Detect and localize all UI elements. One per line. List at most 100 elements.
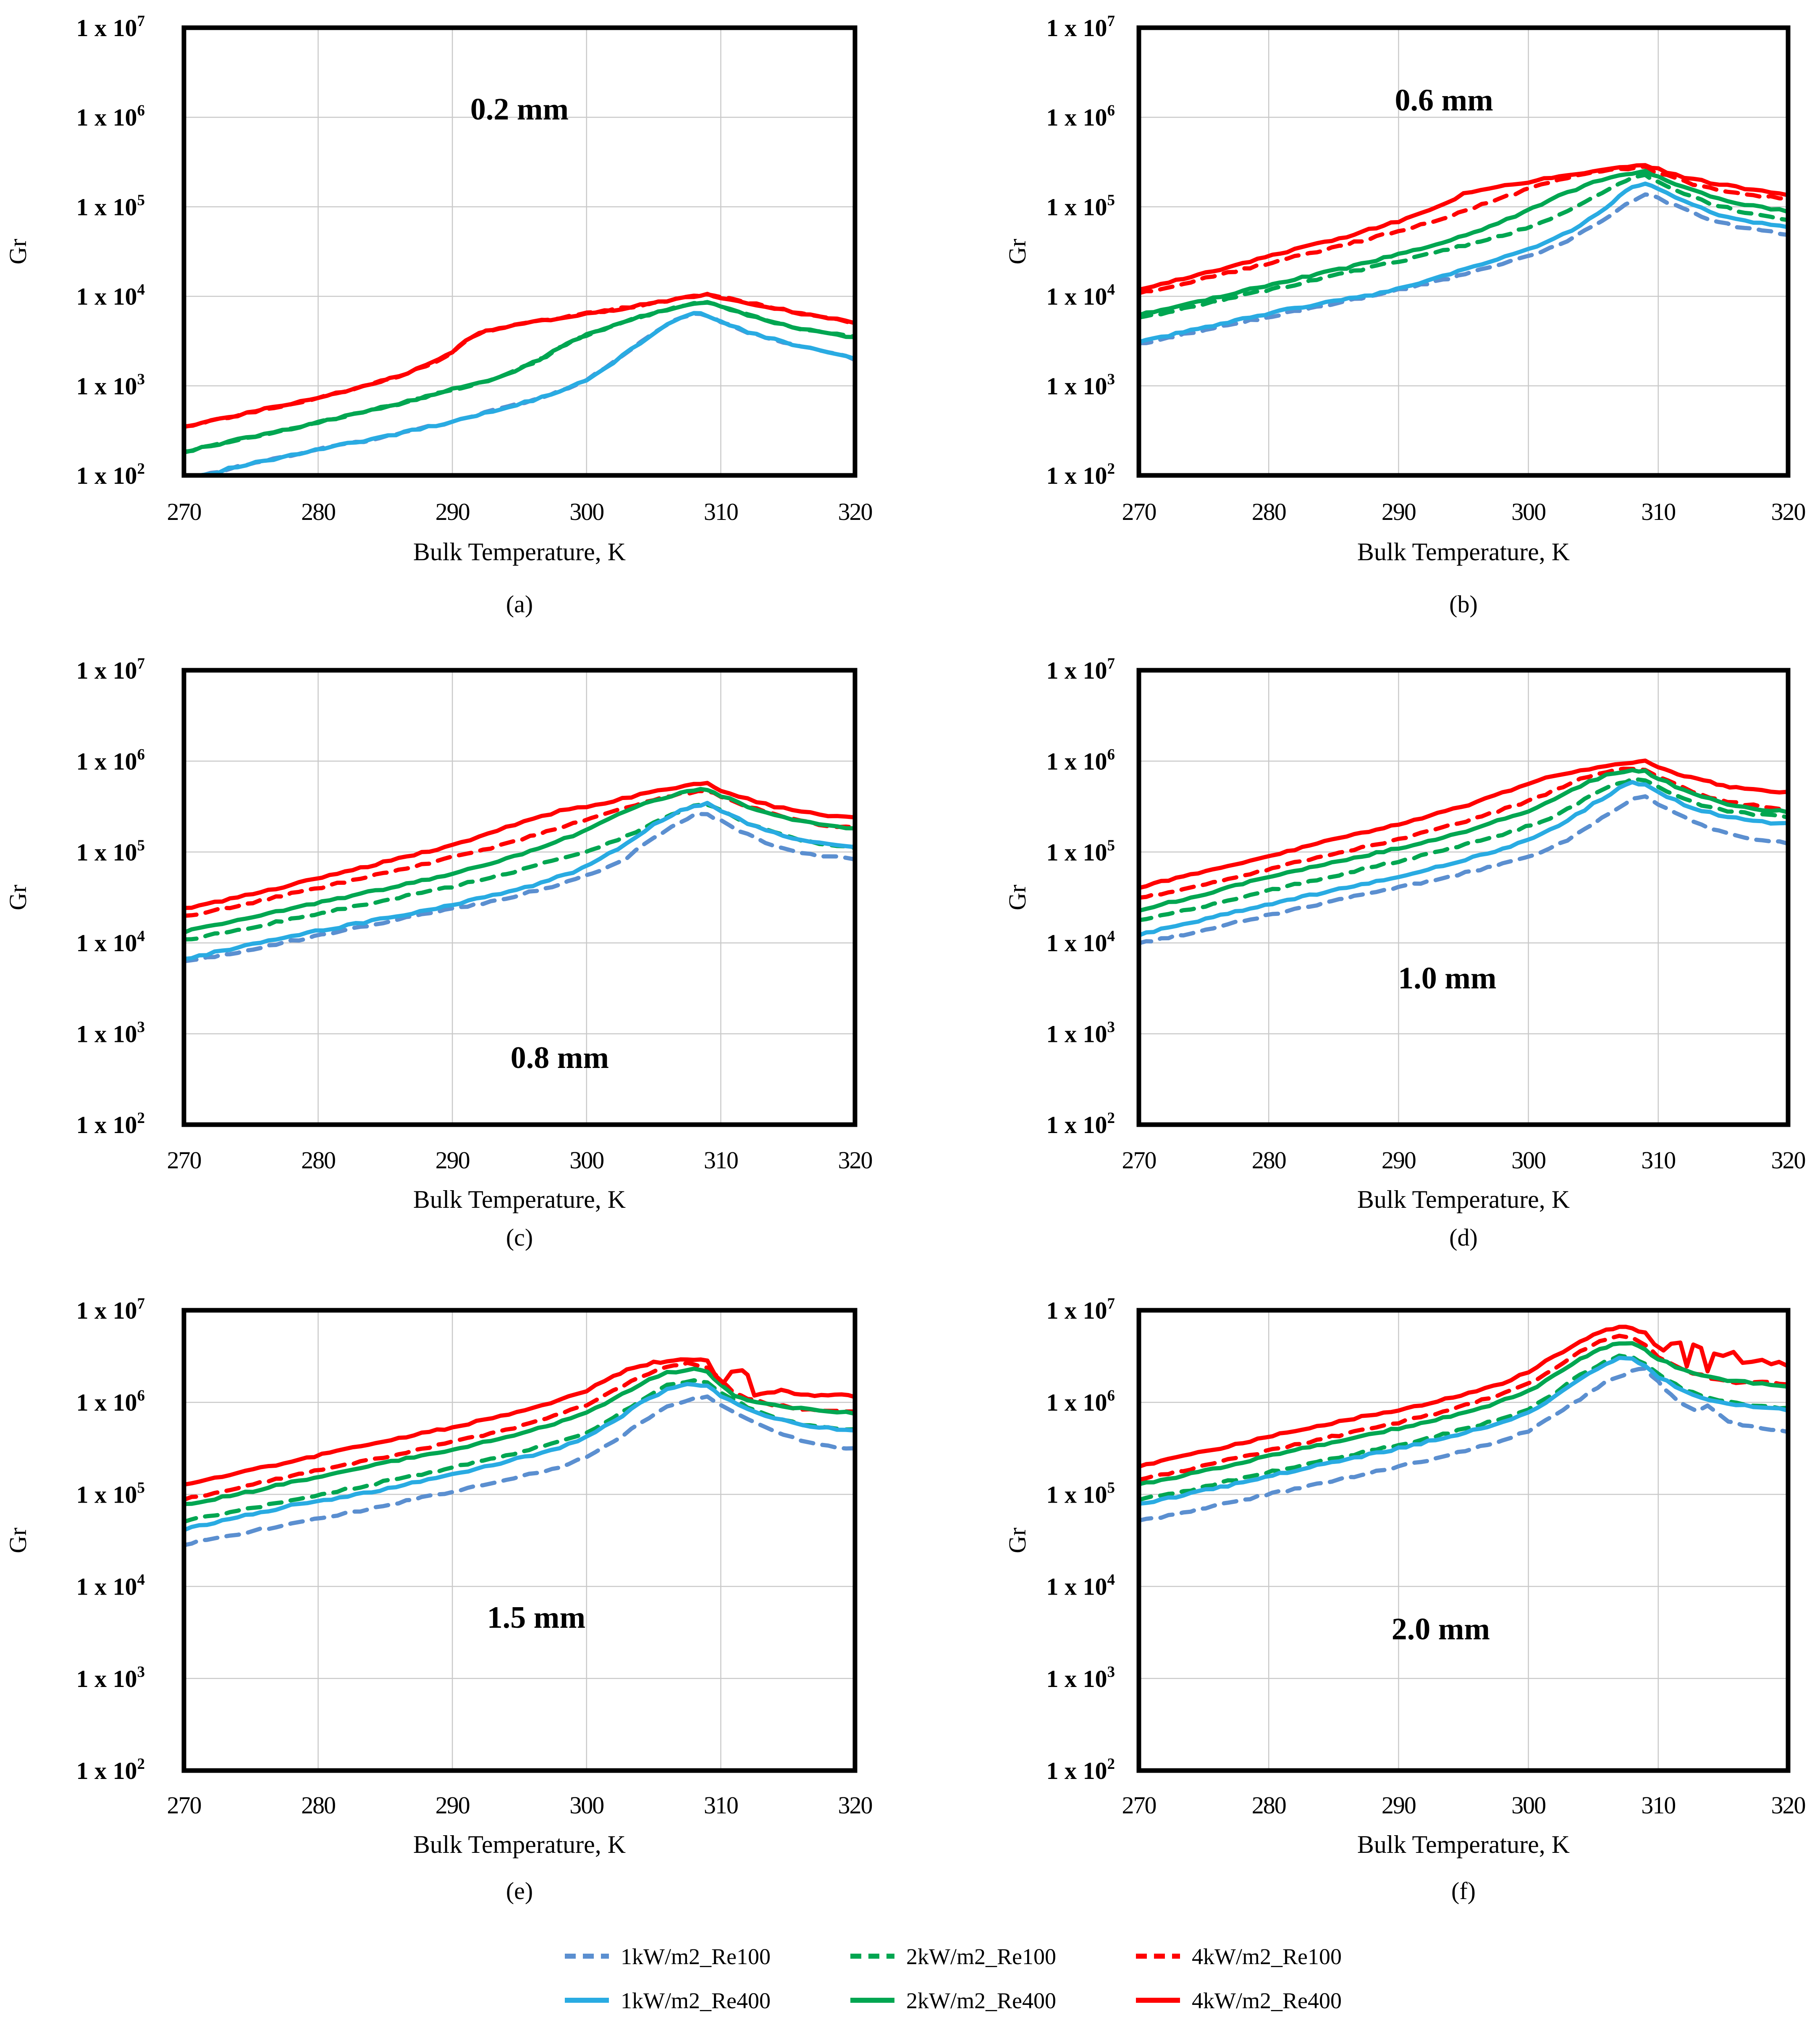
gap-size-label: 0.6 mm xyxy=(1395,83,1493,118)
plot-frame xyxy=(181,25,858,478)
x-tick-label: 320 xyxy=(1771,1146,1805,1174)
x-tick-label: 280 xyxy=(301,1146,335,1174)
legend-item: 2kW/m2_Re100 xyxy=(850,1944,1056,1969)
series-line-2kw-m2-re400 xyxy=(1139,1341,1788,1487)
y-tick-label: 1 x 102 xyxy=(1046,460,1115,489)
y-tick-label: 1 x 103 xyxy=(1046,1663,1115,1692)
y-tick-label: 1 x 105 xyxy=(76,192,145,220)
y-axis-title: Gr xyxy=(4,1527,31,1553)
series-line-1kw-m2-re400 xyxy=(184,800,855,961)
y-tick-label: 1 x 102 xyxy=(76,1755,145,1784)
subplot-caption: (d) xyxy=(1449,1224,1478,1251)
x-tick-label: 280 xyxy=(1252,1792,1286,1819)
series-line-1kw-m2-re100 xyxy=(184,812,855,963)
y-tick-label: 1 x 107 xyxy=(1046,655,1115,684)
series-line-2kw-m2-re400 xyxy=(1139,168,1788,317)
y-tick-label: 1 x 106 xyxy=(1046,102,1115,131)
y-axis-title: Gr xyxy=(4,239,31,264)
x-tick-label: 270 xyxy=(1122,498,1156,525)
plot-frame xyxy=(181,668,858,1127)
plot-frame xyxy=(1136,668,1791,1127)
x-tick-label: 270 xyxy=(1122,1792,1156,1819)
x-tick-label: 320 xyxy=(838,1146,872,1174)
gridlines xyxy=(1139,670,1788,1125)
x-axis-title: Bulk Temperature, K xyxy=(413,1831,626,1858)
subplot-f: 1 x 107 1 x 106 1 x 105 1 x 104 1 x 103 1 x 1… xyxy=(1004,1295,1806,1905)
x-tick-label: 270 xyxy=(167,1146,201,1174)
y-axis-title: Gr xyxy=(1004,1527,1031,1553)
y-tick-label: 1 x 102 xyxy=(1046,1755,1115,1784)
series-line-2kw-m2-re100 xyxy=(1139,777,1788,923)
series-group xyxy=(184,291,855,475)
y-tick-label: 1 x 103 xyxy=(1046,1019,1115,1048)
x-tick-label: 290 xyxy=(1382,1146,1416,1174)
series-line-1kw-m2-re100 xyxy=(1139,794,1788,945)
gridlines xyxy=(1139,1310,1788,1771)
legend-label: 1kW/m2_Re400 xyxy=(621,1988,771,2013)
series-line-4kw-m2-re400 xyxy=(1139,1325,1788,1469)
subplot-e: 1 x 107 1 x 106 1 x 105 1 x 104 1 x 103 1 x 1… xyxy=(4,1295,873,1905)
y-tick-label: 1 x 104 xyxy=(1046,1571,1115,1600)
x-tick-label: 320 xyxy=(1771,498,1805,525)
plot-area xyxy=(184,670,855,1125)
x-tick-label: 280 xyxy=(1252,1146,1286,1174)
series-line-1kw-m2-re100 xyxy=(1139,192,1788,346)
gridlines xyxy=(184,670,855,1125)
subplot-a: 1 x 107 1 x 106 1 x 105 1 x 104 1 x 103 1 x 1… xyxy=(4,13,873,618)
y-axis-title: Gr xyxy=(4,884,31,910)
x-tick-label: 310 xyxy=(704,498,738,525)
y-tick-label: 1 x 103 xyxy=(76,371,145,400)
plot-area xyxy=(184,1310,855,1771)
x-tick-label: 280 xyxy=(301,1792,335,1819)
series-line-4kw-m2-re100 xyxy=(1139,1333,1788,1482)
x-axis-title: Bulk Temperature, K xyxy=(1357,1831,1570,1858)
gap-size-label: 0.8 mm xyxy=(511,1041,609,1075)
subplot-caption: (c) xyxy=(506,1224,533,1251)
legend-item: 1kW/m2_Re100 xyxy=(565,1944,771,1969)
y-tick-label: 1 x 103 xyxy=(76,1663,145,1692)
x-tick-label: 320 xyxy=(838,498,872,525)
subplot-d: 1 x 107 1 x 106 1 x 105 1 x 104 1 x 103 1 x 1… xyxy=(1004,655,1806,1251)
gap-size-label: 2.0 mm xyxy=(1392,1612,1490,1647)
gridlines xyxy=(1139,28,1788,475)
y-tick-label: 1 x 104 xyxy=(76,928,145,957)
y-tick-label: 1 x 107 xyxy=(76,1295,145,1324)
subplot-caption: (f) xyxy=(1451,1877,1476,1905)
series-line-2kw-m2-re400 xyxy=(184,300,855,454)
x-tick-label: 290 xyxy=(1382,1792,1416,1819)
series-line-4kw-m2-re400 xyxy=(184,1357,855,1487)
series-line-1kw-m2-re100 xyxy=(184,1394,855,1548)
x-tick-label: 320 xyxy=(838,1792,872,1819)
legend-item: 4kW/m2_Re400 xyxy=(1136,1988,1342,2013)
legend-label: 4kW/m2_Re400 xyxy=(1192,1988,1342,2013)
y-axis-title: Gr xyxy=(1004,884,1031,910)
x-tick-label: 310 xyxy=(1641,1146,1675,1174)
legend-item: 2kW/m2_Re400 xyxy=(850,1988,1056,2013)
x-tick-label: 310 xyxy=(1641,498,1675,525)
plot-area xyxy=(1139,1310,1788,1771)
gap-size-label: 1.5 mm xyxy=(487,1600,585,1635)
x-tick-label: 280 xyxy=(301,498,335,525)
series-line-1kw-m2-re400 xyxy=(184,1382,855,1532)
x-tick-label: 270 xyxy=(1122,1146,1156,1174)
plot-frame xyxy=(1136,25,1791,478)
y-tick-label: 1 x 103 xyxy=(1046,371,1115,400)
x-tick-label: 310 xyxy=(704,1146,738,1174)
series-line-4kw-m2-re400 xyxy=(184,781,855,910)
x-tick-label: 290 xyxy=(1382,498,1416,525)
series-group xyxy=(1139,758,1788,945)
x-tick-label: 300 xyxy=(1511,1146,1545,1174)
x-tick-label: 290 xyxy=(435,498,469,525)
y-tick-label: 1 x 105 xyxy=(1046,192,1115,220)
y-tick-label: 1 x 106 xyxy=(1046,746,1115,775)
series-group xyxy=(1139,163,1788,346)
series-line-2kw-m2-re400 xyxy=(1139,768,1788,913)
legend-label: 1kW/m2_Re100 xyxy=(621,1944,771,1969)
x-axis-title: Bulk Temperature, K xyxy=(413,1186,626,1213)
legend-item: 1kW/m2_Re400 xyxy=(565,1988,771,2013)
y-tick-label: 1 x 105 xyxy=(76,837,145,866)
x-tick-label: 300 xyxy=(569,1792,603,1819)
legend: 1kW/m2_Re100 2kW/m2_Re100 4kW/m2_Re100 1kW/… xyxy=(565,1944,1342,2013)
